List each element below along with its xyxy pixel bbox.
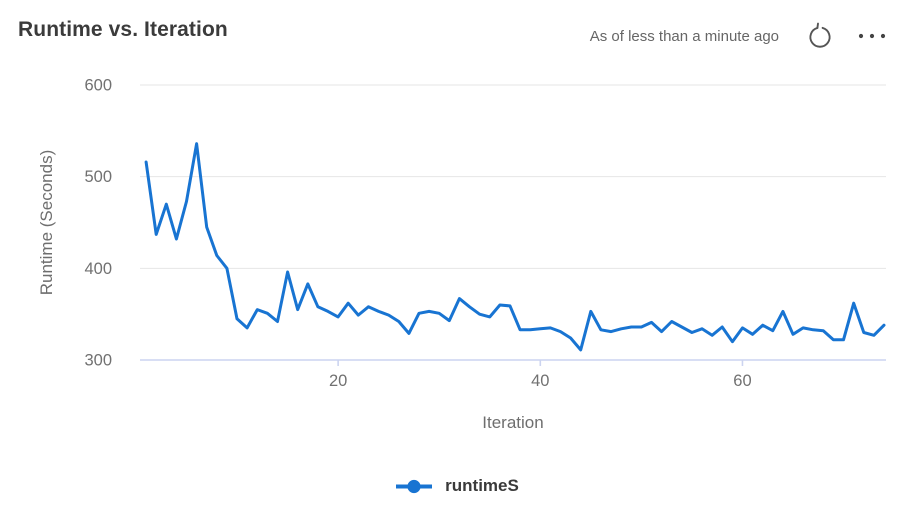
ellipsis-icon: [858, 33, 886, 39]
y-tick-label: 300: [84, 352, 112, 370]
series-line-runtimeS: [144, 142, 886, 352]
y-tick-label: 600: [84, 77, 112, 95]
y-tick-label: 400: [84, 260, 112, 278]
y-axis-title: Runtime (Seconds): [37, 150, 56, 296]
series-marker-icon: [396, 479, 433, 493]
refresh-button[interactable]: [805, 20, 836, 52]
x-tick-label: 60: [733, 372, 751, 390]
chart-title: Runtime vs. Iteration: [18, 18, 228, 41]
x-tick-label: 40: [531, 372, 549, 390]
chart-header-controls: As of less than a minute ago: [590, 20, 892, 52]
legend-item-runtimeS[interactable]: runtimeS: [391, 472, 523, 500]
line-chart: 300 400 500 600 20 40 60 Iteration Runtime (Seco…: [37, 77, 886, 432]
x-tick-label: 20: [329, 372, 347, 390]
y-tick-label: 500: [84, 168, 112, 186]
x-axis-title: Iteration: [482, 413, 543, 432]
last-updated-status: As of less than a minute ago: [589, 27, 779, 45]
more-options-button[interactable]: [854, 29, 892, 43]
refresh-icon: [809, 22, 831, 48]
legend-series-label: runtimeS: [445, 476, 519, 495]
chart-legend: runtimeS: [0, 472, 914, 500]
